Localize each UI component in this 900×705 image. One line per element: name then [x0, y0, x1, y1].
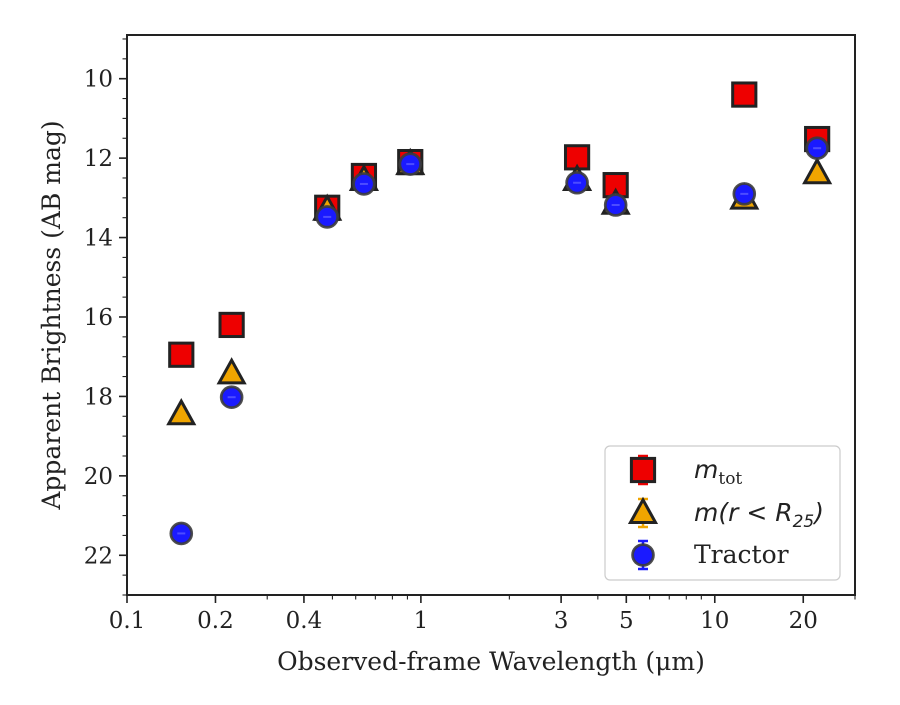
data-point-triangle	[802, 156, 833, 185]
plot-layer	[166, 81, 833, 546]
x-tick-label: 0.1	[109, 608, 146, 634]
data-point-triangle	[216, 357, 247, 385]
legend-label-m-tot: mtot	[694, 455, 742, 489]
legend: mtot m(r < R25) Tractor	[604, 445, 841, 581]
data-point-square	[168, 341, 195, 368]
data-point-square	[731, 81, 758, 108]
y-tick-label: 20	[84, 464, 113, 490]
plot-frame	[126, 34, 856, 596]
x-tick-label: 5	[619, 608, 634, 634]
y-tick-label: 14	[84, 226, 113, 252]
y-tick-label: 22	[84, 543, 113, 569]
y-tick-label: 12	[84, 146, 113, 172]
legend-marker-square	[629, 456, 657, 484]
series-square	[168, 81, 831, 368]
y-tick-label: 10	[84, 67, 113, 93]
y-axis-label: Apparent Brightness (AB mag)	[37, 120, 66, 510]
data-point-square	[218, 311, 245, 339]
legend-marker-circle	[631, 543, 655, 567]
x-tick-label: 20	[789, 608, 818, 634]
x-tick-label: 10	[700, 608, 729, 634]
legend-marker-triangle	[627, 496, 659, 525]
legend-markers	[627, 454, 659, 571]
y-tick-label: 18	[84, 384, 113, 410]
series-circle	[169, 136, 829, 546]
y-tick-label: 16	[84, 305, 113, 331]
legend-label-tractor: Tractor	[694, 540, 789, 569]
x-tick-label: 3	[554, 608, 569, 634]
series-triangle	[166, 147, 833, 426]
legend-label-m-r25: m(r < R25)	[694, 498, 824, 532]
x-tick-label: 0.2	[197, 608, 234, 634]
legend-box	[604, 445, 841, 581]
x-tick-label: 1	[414, 608, 429, 634]
ticks-layer: 0.1 0.2 0.4 1 3 5 10 20 10 12 14 16 18 20 22	[84, 38, 856, 634]
x-axis-label: Observed-frame Wavelength (μm)	[277, 647, 705, 676]
data-point-triangle	[166, 397, 197, 426]
x-tick-label: 0.4	[286, 608, 323, 634]
